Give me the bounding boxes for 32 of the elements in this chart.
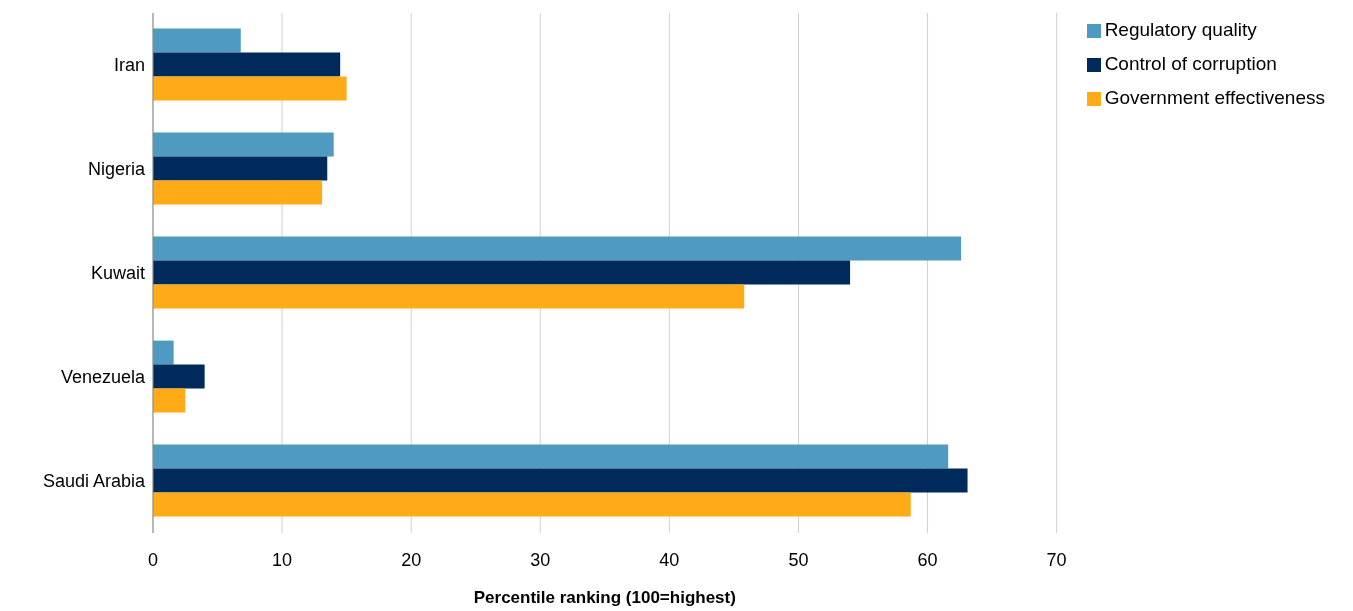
bar xyxy=(153,132,334,157)
legend-label: Control of corruption xyxy=(1104,53,1277,74)
bar xyxy=(153,156,328,181)
legend-label: Regulatory quality xyxy=(1104,19,1257,40)
x-tick-label: 10 xyxy=(272,549,293,570)
x-tick-label: 60 xyxy=(917,549,938,570)
bar xyxy=(153,364,205,389)
bar xyxy=(153,236,962,261)
y-tick-label: Kuwait xyxy=(90,263,145,284)
y-tick-label: Iran xyxy=(113,55,145,76)
x-tick-label: 20 xyxy=(401,549,422,570)
x-tick-label: 50 xyxy=(788,549,809,570)
x-tick-label: 70 xyxy=(1046,549,1067,570)
bar xyxy=(153,260,851,285)
y-tick-label: Saudi Arabia xyxy=(42,471,146,492)
y-tick-label: Nigeria xyxy=(87,159,146,180)
bar xyxy=(153,284,745,309)
y-tick-label: Venezuela xyxy=(60,367,146,388)
x-axis-title: Percentile ranking (100=highest) xyxy=(473,588,736,607)
bar xyxy=(153,340,174,365)
bar xyxy=(153,492,911,517)
bar xyxy=(153,28,241,53)
legend-label: Government effectiveness xyxy=(1104,87,1325,108)
bar xyxy=(153,52,341,77)
x-tick-label: 30 xyxy=(530,549,551,570)
x-tick-label: 40 xyxy=(659,549,680,570)
bar xyxy=(153,444,949,469)
bar xyxy=(153,180,323,205)
bar xyxy=(153,468,968,493)
x-tick-label: 0 xyxy=(147,549,159,570)
bar xyxy=(153,388,186,413)
bar xyxy=(153,76,347,101)
